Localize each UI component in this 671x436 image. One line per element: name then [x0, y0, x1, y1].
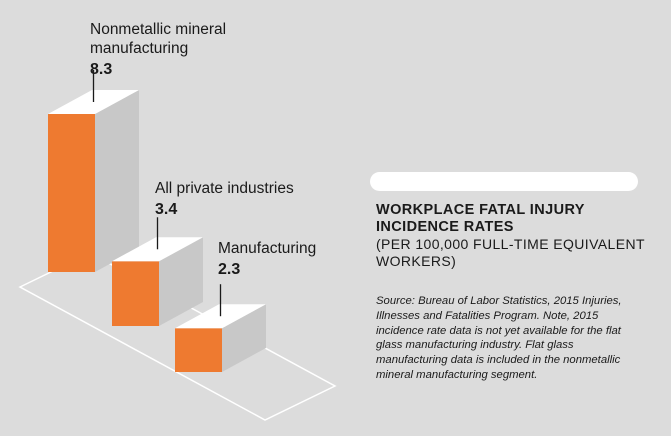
decorative-pill-bar: [370, 172, 638, 191]
chart-title-block: WORKPLACE FATAL INJURY INCIDENCE RATES (…: [376, 202, 656, 270]
category-label: Nonmetallic mineral: [90, 21, 226, 38]
labels-group: Nonmetallic mineral manufacturing 8.3 All p…: [90, 21, 316, 317]
bar-0: [48, 90, 139, 272]
value-label: 8.3: [90, 61, 112, 78]
bar-1: [112, 237, 203, 326]
source-note: Source: Bureau of Labor Statistics, 2015…: [376, 295, 622, 381]
bars-group: [48, 90, 266, 372]
chart-subtitle: (PER 100,000 FULL-TIME EQUIVALENT WORKER…: [376, 236, 645, 269]
bar-side-face: [159, 237, 203, 326]
bar-front-face: [48, 114, 95, 272]
bar-side-face: [95, 90, 139, 272]
bar-front-face: [175, 328, 222, 372]
chart-title: WORKPLACE FATAL INJURY INCIDENCE RATES: [376, 202, 585, 235]
category-label: manufacturing: [90, 40, 188, 57]
bar-side-face: [222, 304, 266, 372]
value-label: 3.4: [155, 201, 177, 218]
category-label: All private industries: [155, 180, 294, 197]
category-label: Manufacturing: [218, 240, 316, 257]
bar-front-face: [112, 261, 159, 326]
value-label: 2.3: [218, 261, 240, 278]
